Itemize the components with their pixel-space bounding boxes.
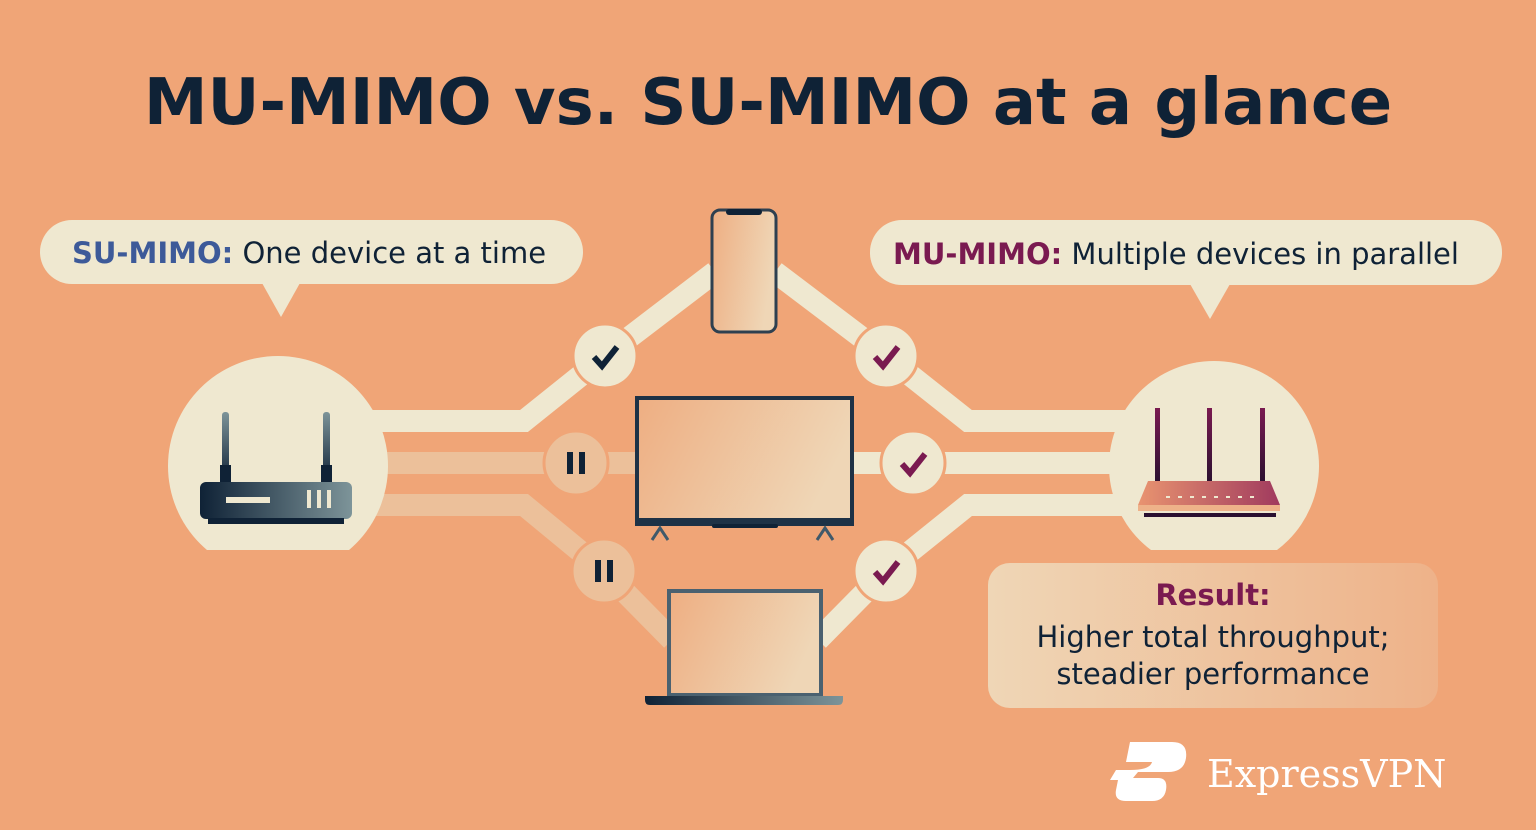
tv-device xyxy=(635,396,854,541)
su-pause-tv xyxy=(542,429,610,497)
check-icon xyxy=(591,345,620,371)
antenna-icon xyxy=(1207,408,1212,483)
su-mimo-callout: SU-MIMO: One device at a time xyxy=(40,220,583,317)
su-path-phone xyxy=(360,263,722,432)
su-path-laptop xyxy=(360,494,680,648)
svg-text:SU-MIMO: One device at a time: SU-MIMO: One device at a time xyxy=(72,236,546,270)
expressvpn-logo: ExpressVPN xyxy=(1110,742,1446,801)
mu-mimo-text: Multiple devices in parallel xyxy=(1062,237,1459,271)
su-pause-laptop xyxy=(570,537,638,605)
su-mimo-label: SU-MIMO: xyxy=(72,236,233,270)
page-title: MU-MIMO vs. SU-MIMO at a glance xyxy=(144,66,1392,140)
mu-check-phone xyxy=(852,322,920,390)
check-icon xyxy=(872,345,901,371)
svg-text:MU-MIMO: Multiple devices in p: MU-MIMO: Multiple devices in parallel xyxy=(893,237,1459,271)
check-icon xyxy=(899,452,928,478)
phone-device xyxy=(710,208,778,334)
mu-check-tv xyxy=(879,429,947,497)
result-label: Result: xyxy=(1155,578,1270,612)
antenna-icon xyxy=(222,412,229,482)
result-box: Result: Higher total throughput; steadie… xyxy=(988,563,1438,708)
mu-router xyxy=(1109,361,1319,550)
mu-path-phone xyxy=(768,263,1130,432)
antenna-icon xyxy=(1155,408,1160,483)
brand-name: ExpressVPN xyxy=(1207,752,1446,796)
antenna-icon xyxy=(323,412,330,482)
su-mimo-text: One device at a time xyxy=(233,236,546,270)
result-line-1: Higher total throughput; xyxy=(1036,620,1389,654)
mu-path-laptop xyxy=(810,494,1130,648)
su-router xyxy=(168,356,388,550)
pause-icon xyxy=(595,560,613,582)
mu-mimo-callout: MU-MIMO: Multiple devices in parallel xyxy=(870,220,1502,319)
result-line-2: steadier performance xyxy=(1056,657,1369,691)
antenna-icon xyxy=(1260,408,1265,483)
logo-mark-icon xyxy=(1110,742,1187,801)
check-icon xyxy=(872,560,901,586)
mu-mimo-label: MU-MIMO: xyxy=(893,237,1062,271)
pause-icon xyxy=(567,452,585,474)
laptop-device xyxy=(645,589,843,705)
su-check-phone xyxy=(571,322,639,390)
mu-check-laptop xyxy=(852,537,920,605)
